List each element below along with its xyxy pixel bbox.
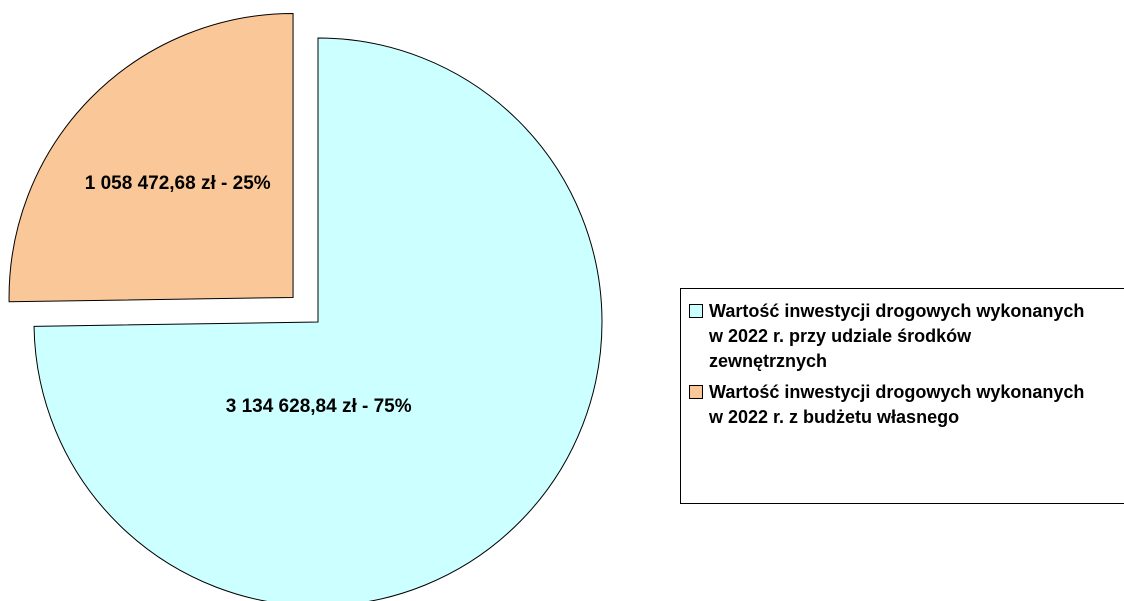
legend-swatch bbox=[689, 304, 703, 318]
pie-slice bbox=[8, 12, 294, 303]
legend: Wartość inwestycji drogowych wykonanych … bbox=[680, 288, 1124, 504]
legend-item: Wartość inwestycji drogowych wykonanych … bbox=[689, 380, 1124, 430]
legend-item: Wartość inwestycji drogowych wykonanych … bbox=[689, 299, 1124, 374]
legend-swatch bbox=[689, 385, 703, 399]
pie-slice bbox=[33, 37, 603, 601]
data-label: 1 058 472,68 zł - 25% bbox=[85, 173, 271, 194]
legend-label: Wartość inwestycji drogowych wykonanych … bbox=[709, 382, 1085, 427]
legend-label: Wartość inwestycji drogowych wykonanych … bbox=[709, 301, 1085, 371]
data-label: 3 134 628,84 zł - 75% bbox=[226, 396, 412, 417]
